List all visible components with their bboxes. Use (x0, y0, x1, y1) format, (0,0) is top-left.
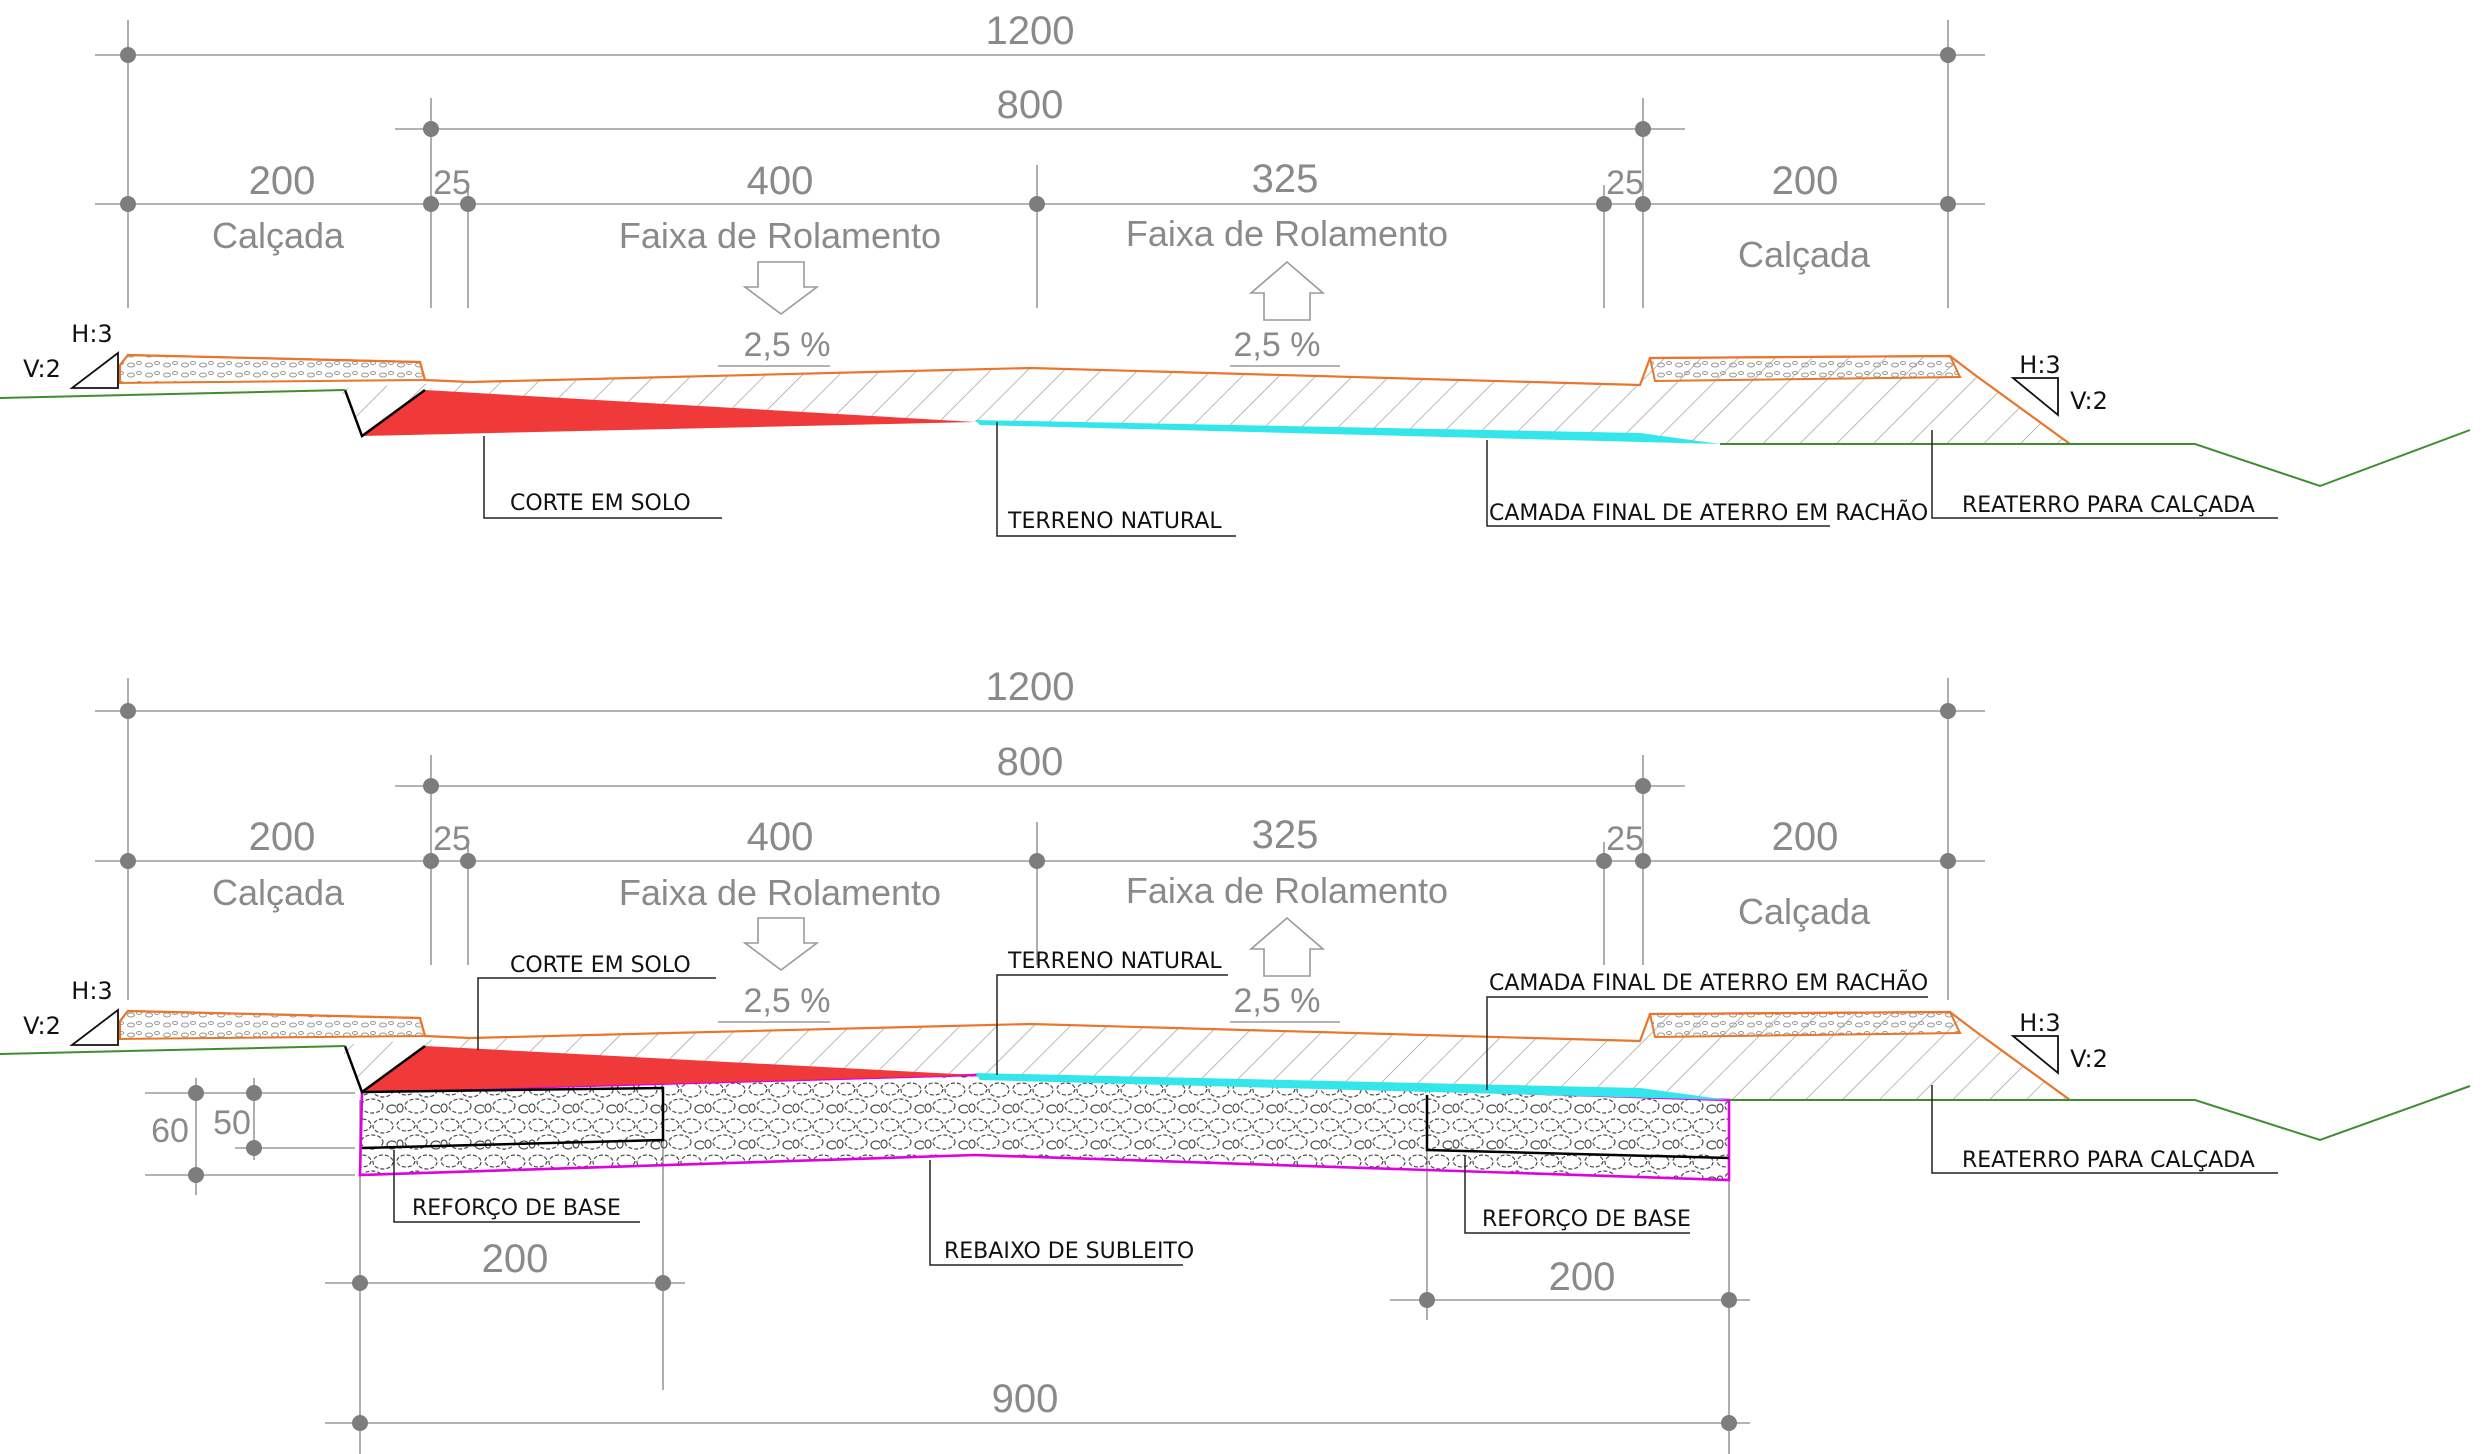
callout-natural: TERRENO NATURAL (1007, 949, 1222, 974)
side-slope-right-v: V:2 (2070, 1045, 2108, 1073)
label-sidewalk-left: Calçada (212, 872, 345, 913)
side-slope-right-icon (2010, 377, 2059, 417)
callout-backfill: REATERRO PARA CALÇADA (1962, 1148, 2255, 1173)
dim-reinforce-left: 200 (482, 1237, 549, 1281)
dim-sidewalk-right: 200 (1772, 815, 1839, 859)
side-slope-right-h: H:3 (2019, 1009, 2060, 1037)
callout-fill: CAMADA FINAL DE ATERRO EM RACHÃO (1489, 969, 1928, 996)
slope-right: 2,5 % (1234, 982, 1321, 1020)
dim-subgrade: 900 (992, 1377, 1059, 1421)
reinforce-left-outline (361, 1086, 665, 1150)
pavement-surface (119, 1009, 2071, 1101)
slope-right: 2,5 % (1234, 326, 1321, 364)
dim-lane-right: 325 (1252, 813, 1319, 857)
pavement-surface (119, 353, 2071, 445)
sidewalk-right-gravel (1648, 1010, 1962, 1039)
side-slope-left-v: V:2 (23, 355, 61, 383)
callout-backfill: REATERRO PARA CALÇADA (1962, 493, 2255, 518)
dim-gutter-right: 25 (1606, 164, 1644, 202)
bottom-section: 1200 800 200 25 400 325 25 200 60 50 200… (0, 665, 2471, 1454)
dim-lane-right: 325 (1252, 157, 1319, 201)
dim-total: 1200 (986, 9, 1075, 53)
label-lane-left: Faixa de Rolamento (619, 872, 941, 913)
side-slope-right-v: V:2 (2070, 387, 2108, 415)
dim-reinforce-right: 200 (1549, 1255, 1616, 1299)
callout-subgrade: REBAIXO DE SUBLEITO (944, 1239, 1194, 1264)
dim-total: 1200 (986, 665, 1075, 709)
callout-natural: TERRENO NATURAL (1007, 509, 1222, 534)
label-lane-right: Faixa de Rolamento (1126, 213, 1448, 254)
slope-arrow-up-icon (1248, 260, 1326, 321)
slope-arrow-down-icon (742, 917, 820, 971)
dim-carriageway: 800 (997, 83, 1064, 127)
dim-depth-outer: 60 (151, 1112, 189, 1150)
label-lane-left: Faixa de Rolamento (619, 215, 941, 256)
side-slope-left-icon (69, 351, 119, 389)
fill-layer-area (975, 1073, 1729, 1100)
dim-sidewalk-left: 200 (249, 815, 316, 859)
callout-cut: CORTE EM SOLO (510, 491, 691, 516)
cut-in-soil-area (362, 1046, 975, 1092)
side-slope-left-v: V:2 (23, 1012, 61, 1040)
cut-in-soil-area (362, 390, 975, 436)
natural-ground-line (0, 389, 2471, 488)
callout-cut: CORTE EM SOLO (510, 953, 691, 978)
side-slope-left-h: H:3 (71, 977, 112, 1005)
dim-depth-inner: 50 (213, 1104, 251, 1142)
dimension-lines (95, 20, 1985, 308)
side-slope-left-icon (69, 1008, 119, 1046)
callout-reinforce-right: REFORÇO DE BASE (1482, 1207, 1691, 1232)
label-sidewalk-right: Calçada (1738, 234, 1871, 275)
dim-carriageway: 800 (997, 740, 1064, 784)
label-sidewalk-left: Calçada (212, 215, 345, 256)
slope-left: 2,5 % (744, 326, 831, 364)
dim-lane-left: 400 (747, 159, 814, 203)
label-sidewalk-right: Calçada (1738, 891, 1871, 932)
dim-gutter-left: 25 (433, 820, 471, 858)
dim-gutter-right: 25 (1606, 820, 1644, 858)
slope-arrow-up-icon (1248, 916, 1326, 977)
slope-arrow-down-icon (742, 261, 820, 315)
dimension-lines (95, 678, 1985, 1454)
cut-face (343, 388, 426, 438)
fill-layer-area (975, 420, 1720, 444)
dim-sidewalk-left: 200 (249, 159, 316, 203)
label-lane-right: Faixa de Rolamento (1126, 870, 1448, 911)
callout-reinforce-left: REFORÇO DE BASE (412, 1196, 621, 1221)
side-slope-right-h: H:3 (2019, 351, 2060, 379)
dim-lane-left: 400 (747, 815, 814, 859)
side-slope-right-icon (2010, 1035, 2059, 1075)
reinforce-right-outline (1425, 1095, 1730, 1160)
slope-left: 2,5 % (744, 982, 831, 1020)
dim-gutter-left: 25 (433, 164, 471, 202)
top-section: 1200 800 200 25 400 325 25 200 Calçada F… (0, 9, 2471, 537)
side-slope-left-h: H:3 (71, 320, 112, 348)
callout-fill: CAMADA FINAL DE ATERRO EM RACHÃO (1489, 499, 1928, 526)
sidewalk-right-gravel (1648, 354, 1962, 383)
natural-ground-line (0, 1045, 2471, 1142)
dim-sidewalk-right: 200 (1772, 159, 1839, 203)
